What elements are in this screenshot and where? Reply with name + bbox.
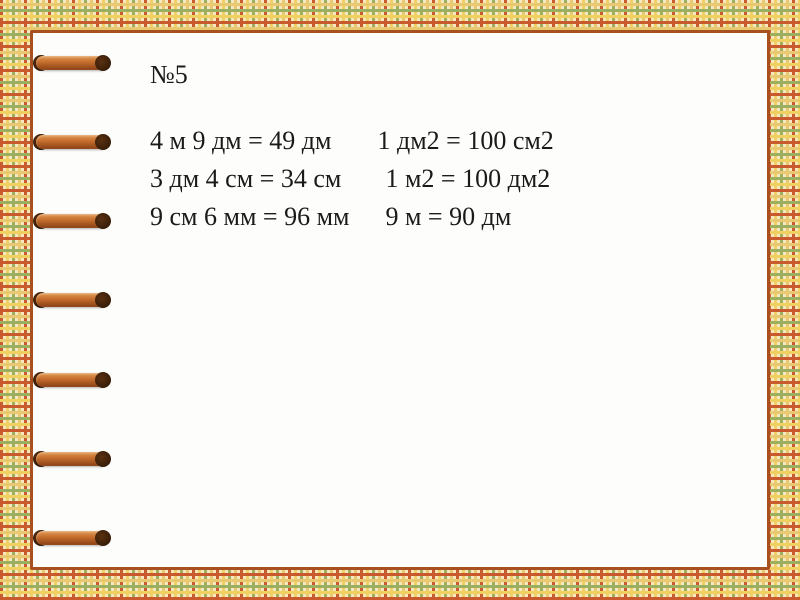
binding-ring [36,444,108,474]
equation: 9 см 6 мм = 96 мм [150,202,349,232]
problem-number: №5 [140,60,750,90]
left-column: 4 м 9 дм = 49 дм 3 дм 4 см = 34 см 9 см … [150,126,349,232]
equation: 4 м 9 дм = 49 дм [150,126,349,156]
binding-ring [36,206,108,236]
binding-ring [36,285,108,315]
equation: 9 м = 90 дм [377,202,553,232]
equation: 1 м2 = 100 дм2 [377,164,553,194]
equations-wrapper: 4 м 9 дм = 49 дм 3 дм 4 см = 34 см 9 см … [140,126,750,232]
notebook-binding [36,48,108,553]
binding-ring [36,365,108,395]
binding-ring [36,127,108,157]
content-area: №5 4 м 9 дм = 49 дм 3 дм 4 см = 34 см 9 … [140,60,750,232]
equation: 1 дм2 = 100 см2 [377,126,553,156]
binding-ring [36,48,108,78]
binding-ring [36,523,108,553]
right-column: 1 дм2 = 100 см2 1 м2 = 100 дм2 9 м = 90 … [377,126,553,232]
equation: 3 дм 4 см = 34 см [150,164,349,194]
